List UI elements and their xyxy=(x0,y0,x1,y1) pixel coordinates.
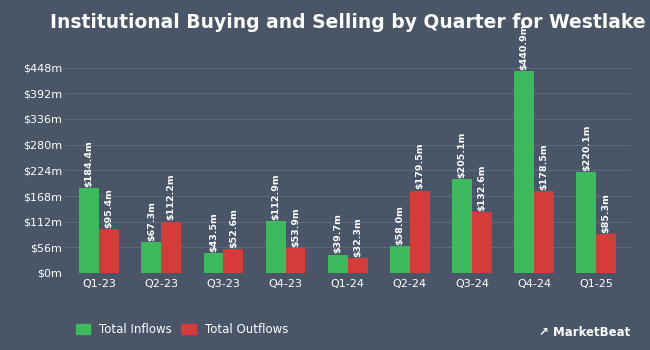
Text: $220.1m: $220.1m xyxy=(582,124,591,171)
Bar xyxy=(390,246,410,273)
Bar xyxy=(410,191,430,273)
Text: $132.6m: $132.6m xyxy=(478,164,486,211)
Text: $440.9m: $440.9m xyxy=(520,23,528,70)
Text: $58.0m: $58.0m xyxy=(395,205,404,245)
Bar xyxy=(577,172,596,273)
Text: $53.9m: $53.9m xyxy=(291,207,300,247)
Bar xyxy=(348,258,368,273)
Bar xyxy=(472,212,492,273)
Text: $112.2m: $112.2m xyxy=(167,174,176,220)
Text: $95.4m: $95.4m xyxy=(105,188,114,228)
Bar xyxy=(285,248,306,273)
Bar xyxy=(514,71,534,273)
Bar xyxy=(203,253,224,273)
Bar xyxy=(161,222,181,273)
Bar xyxy=(596,234,616,273)
Text: $184.4m: $184.4m xyxy=(84,140,94,187)
Text: $179.5m: $179.5m xyxy=(415,143,424,189)
Text: $32.3m: $32.3m xyxy=(353,217,362,257)
Bar xyxy=(79,189,99,273)
Text: $85.3m: $85.3m xyxy=(602,193,611,232)
Title: Institutional Buying and Selling by Quarter for Westlake: Institutional Buying and Selling by Quar… xyxy=(50,13,645,32)
Bar xyxy=(534,191,554,273)
Bar xyxy=(328,255,348,273)
Text: $39.7m: $39.7m xyxy=(333,214,343,253)
Text: ↗ MarketBeat: ↗ MarketBeat xyxy=(540,327,630,340)
Text: $205.1m: $205.1m xyxy=(458,131,467,177)
Bar xyxy=(142,242,161,273)
Text: $178.5m: $178.5m xyxy=(540,143,549,190)
Legend: Total Inflows, Total Outflows: Total Inflows, Total Outflows xyxy=(71,318,293,341)
Bar xyxy=(266,221,285,273)
Text: $52.6m: $52.6m xyxy=(229,208,238,247)
Text: $67.3m: $67.3m xyxy=(147,201,156,241)
Bar xyxy=(224,249,243,273)
Text: $112.9m: $112.9m xyxy=(271,173,280,220)
Text: $43.5m: $43.5m xyxy=(209,212,218,252)
Bar xyxy=(99,229,119,273)
Bar xyxy=(452,179,472,273)
